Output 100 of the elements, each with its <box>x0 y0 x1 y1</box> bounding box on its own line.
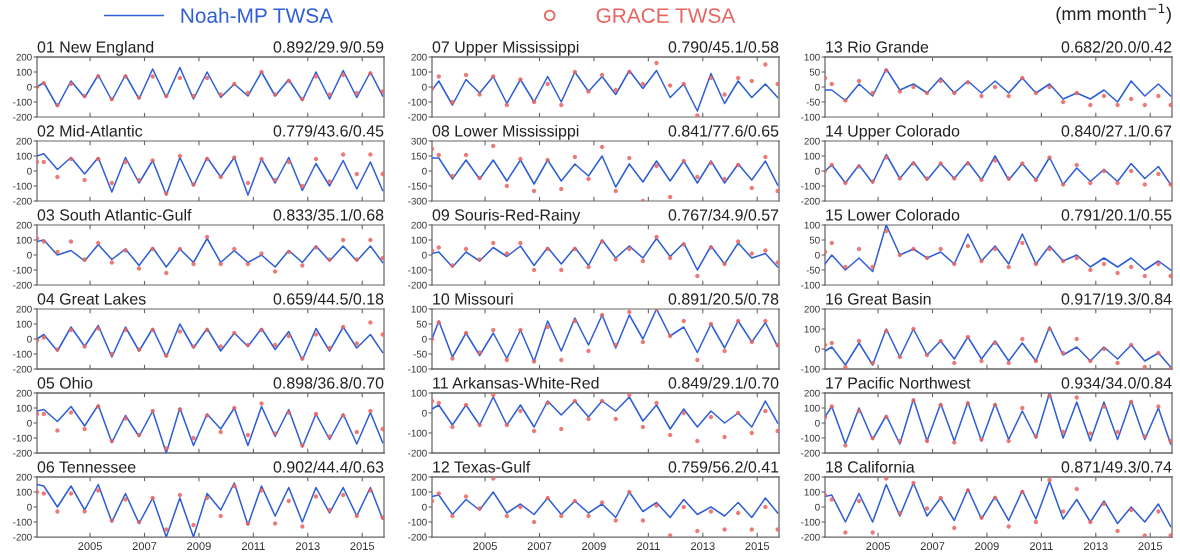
point <box>829 240 834 246</box>
y-tick-label: 200 <box>411 53 427 61</box>
y-tick-label: 0 <box>422 167 427 175</box>
point <box>354 341 359 346</box>
point <box>136 432 142 438</box>
point <box>218 429 223 435</box>
point <box>545 246 550 252</box>
point <box>96 156 101 162</box>
point <box>450 424 455 430</box>
point <box>627 393 632 398</box>
point <box>992 84 998 90</box>
point <box>272 177 278 183</box>
chart-title: 05 Ohio <box>37 376 93 389</box>
point <box>708 245 714 250</box>
point <box>504 513 510 519</box>
point <box>843 98 848 103</box>
point <box>218 174 223 180</box>
point <box>627 155 632 161</box>
point <box>938 246 943 252</box>
point <box>1128 168 1134 174</box>
point <box>286 410 291 415</box>
point <box>572 398 578 404</box>
point <box>924 176 930 181</box>
point <box>436 245 441 250</box>
point <box>491 240 496 246</box>
point <box>354 513 359 519</box>
point <box>545 157 550 163</box>
point <box>979 177 984 183</box>
point <box>695 438 700 444</box>
point <box>640 339 646 345</box>
point <box>340 413 346 418</box>
point <box>1115 102 1120 108</box>
point <box>340 72 346 78</box>
point <box>775 342 779 348</box>
x-tick-label: 2013 <box>296 542 320 551</box>
point <box>68 491 74 496</box>
x-tick-label: 2013 <box>691 542 715 551</box>
y-tick-label: 50 <box>809 236 820 244</box>
point <box>354 257 359 262</box>
point <box>245 342 251 348</box>
y-tick-label: -200 <box>13 197 32 205</box>
point <box>150 246 155 252</box>
chart-subtitle: 0.891/20.5/0.78 <box>668 292 779 305</box>
point <box>368 152 373 157</box>
point <box>586 348 591 354</box>
chart-title: 14 Upper Colorado <box>826 124 960 140</box>
point <box>313 411 319 417</box>
point <box>654 60 659 66</box>
point <box>1020 405 1025 411</box>
point <box>164 93 169 99</box>
point <box>96 74 101 79</box>
point <box>654 234 659 240</box>
chart-subtitle: 0.934/34.0/0.84 <box>1061 376 1172 389</box>
point <box>599 500 605 505</box>
point <box>640 424 646 430</box>
point <box>1101 168 1107 174</box>
point <box>1156 350 1161 356</box>
point <box>654 309 659 312</box>
point <box>327 507 332 513</box>
point <box>627 69 632 75</box>
point <box>504 251 510 256</box>
y-tick-label: 0 <box>422 251 427 259</box>
point <box>354 90 359 96</box>
point <box>432 248 435 253</box>
y-tick-label: -100 <box>801 182 820 190</box>
point <box>911 84 916 90</box>
point <box>68 410 74 415</box>
point <box>1074 486 1079 492</box>
point <box>870 264 875 270</box>
point <box>843 364 848 369</box>
point <box>340 152 346 157</box>
point <box>300 96 305 102</box>
point <box>1033 90 1039 96</box>
y-tick-label: 200 <box>16 389 32 397</box>
y-tick-label: 100 <box>16 236 32 244</box>
y-tick-label: 0 <box>422 409 427 417</box>
point <box>55 249 60 255</box>
point <box>55 428 60 433</box>
chart-title: 17 Pacific Northwest <box>826 376 971 389</box>
chart-subtitle: 0.790/45.1/0.58 <box>668 40 779 53</box>
point <box>843 443 848 448</box>
point <box>1006 524 1011 529</box>
point <box>1074 395 1079 400</box>
point <box>380 332 384 337</box>
point <box>613 416 618 422</box>
point <box>884 68 889 73</box>
point <box>368 408 373 414</box>
point <box>979 258 984 264</box>
point <box>123 159 128 165</box>
point <box>965 80 971 85</box>
point <box>613 188 618 194</box>
point <box>164 353 169 358</box>
point <box>1156 93 1161 99</box>
point <box>586 264 591 270</box>
point <box>640 258 646 264</box>
point <box>586 513 591 519</box>
point <box>477 92 482 97</box>
point <box>965 401 971 406</box>
y-tick-label: 200 <box>16 137 32 145</box>
point <box>1088 519 1093 525</box>
